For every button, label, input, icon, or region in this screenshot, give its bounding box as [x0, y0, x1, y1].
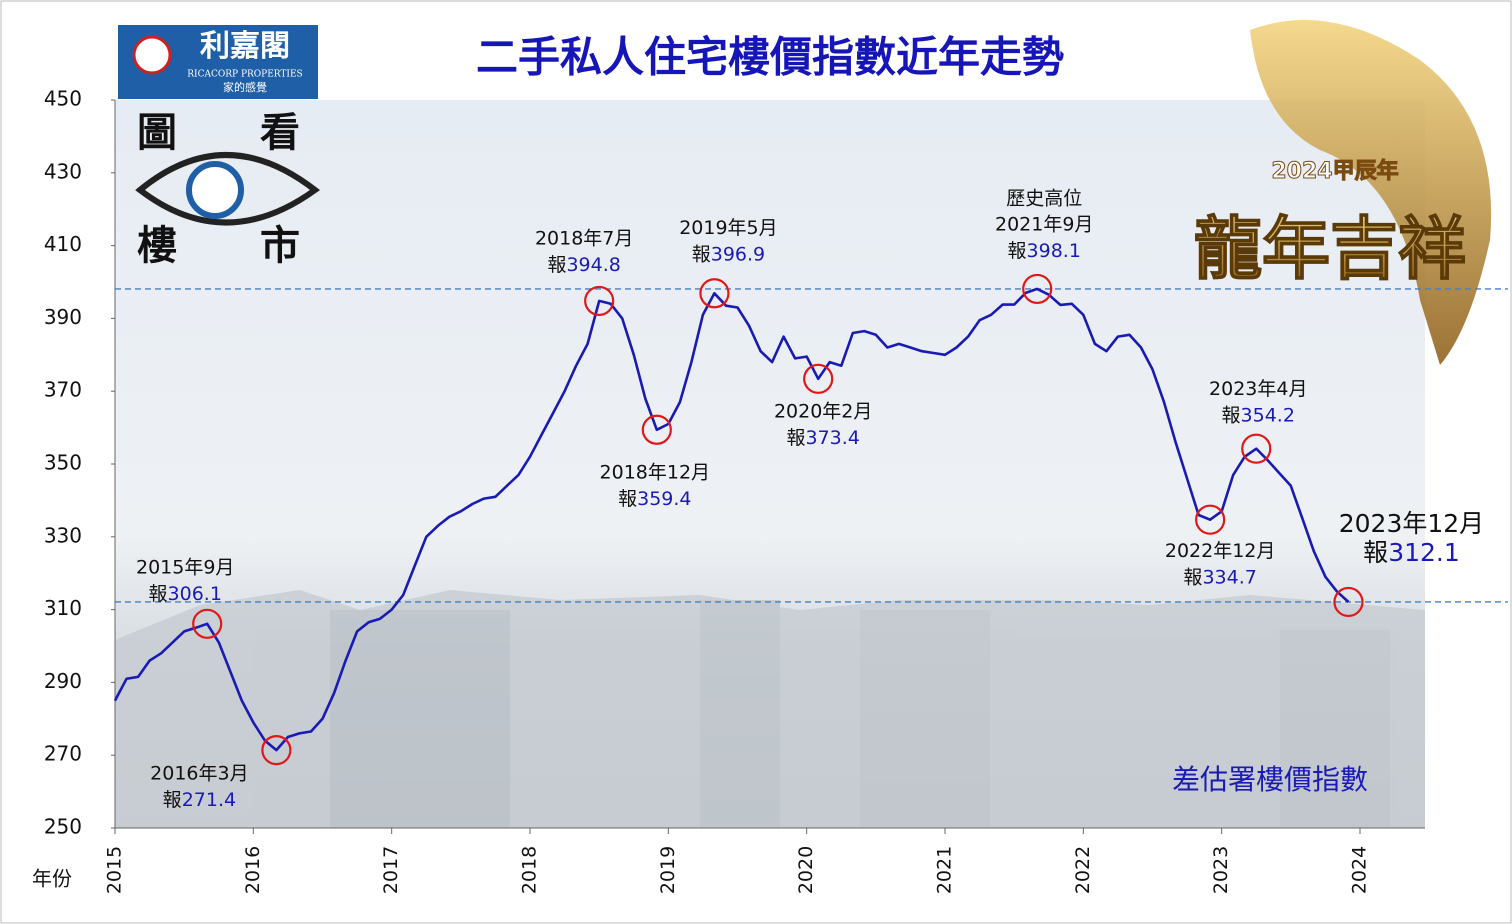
highlight-circle — [1022, 273, 1053, 305]
y-tick-label: 350 — [44, 451, 82, 475]
annotation-value: 報373.4 — [786, 426, 859, 448]
y-tick-label: 450 — [44, 87, 82, 111]
dragon — [1250, 20, 1492, 365]
annotation-value: 報312.1 — [1363, 538, 1460, 567]
annotation-number: 334.7 — [1202, 566, 1256, 588]
annotation-number: 354.2 — [1241, 404, 1295, 426]
annotation-number: 359.4 — [637, 487, 691, 509]
y-tick-label: 330 — [44, 523, 82, 547]
highlight-circle — [1241, 433, 1272, 464]
y-tick-label: 370 — [44, 378, 82, 402]
annotation-value: 報334.7 — [1183, 566, 1256, 588]
y-tick-label: 290 — [44, 669, 82, 693]
logo-name: 利嘉閣 — [200, 29, 290, 64]
x-tick-label: 2017 — [380, 846, 402, 894]
annotation-label: 2019年5月 — [679, 217, 777, 239]
line — [113, 287, 1350, 752]
eye-pupil — [186, 161, 244, 219]
y-tick-label: 250 — [44, 815, 82, 839]
highlight-circle — [803, 363, 834, 394]
badge-char: 市 — [260, 223, 300, 269]
annotation-label: 2023年12月 — [1339, 509, 1484, 538]
annotation-number: 394.8 — [566, 253, 620, 275]
highlight-circle — [261, 735, 292, 766]
x-tick-label: 2023 — [1210, 846, 1232, 894]
banner-year: 2024甲辰年 — [1271, 158, 1398, 184]
x-tick-label: 2021 — [934, 846, 956, 894]
annotation-label: 2018年12月 — [600, 461, 711, 483]
annotation-prefix: 報 — [618, 487, 637, 509]
annotation-prefix: 報 — [1363, 538, 1388, 567]
badge: 圖 看 樓 市 — [135, 110, 321, 269]
highlight-circle — [584, 285, 615, 317]
chart-title: 二手私人住宅樓價指數近年走勢 — [476, 33, 1064, 82]
annotation-number: 271.4 — [182, 789, 236, 811]
x-tick-label: 2019 — [657, 846, 679, 894]
annotation-label: 2022年12月 — [1165, 540, 1276, 562]
x-tick-label: 2018 — [519, 846, 541, 894]
annotation-number: 398.1 — [1027, 239, 1081, 261]
y-tick-label: 310 — [44, 596, 82, 620]
x-tick-label: 2022 — [1072, 846, 1094, 894]
x-tick-label: 2020 — [795, 846, 817, 894]
highlight-circle — [699, 278, 730, 309]
y-tick-label: 430 — [44, 159, 82, 183]
x-tick-label: 2015 — [104, 846, 126, 894]
annotation-label: 2018年7月 — [535, 227, 633, 249]
annotation-value: 報271.4 — [163, 789, 236, 811]
banner-greeting: 龍年吉祥 — [1194, 210, 1466, 290]
badge-char: 看 — [260, 110, 300, 156]
banner: 2024甲辰年 龍年吉祥 — [1193, 20, 1492, 365]
annotation-prefix: 報 — [692, 243, 711, 265]
annotation-label: 2023年4月 — [1209, 378, 1307, 400]
annotation-value: 報359.4 — [618, 487, 691, 509]
annotation-value: 報306.1 — [149, 582, 222, 604]
eye-icon — [135, 152, 321, 226]
annotation-value: 報396.9 — [692, 243, 765, 265]
logo-icon — [132, 35, 172, 75]
annotation-label: 歷史高位 — [1006, 187, 1082, 209]
annotation-number: 306.1 — [168, 582, 222, 604]
annotation-number: 396.9 — [711, 243, 765, 265]
annotation-prefix: 報 — [786, 426, 805, 448]
logo-english: RICACORP PROPERTIES — [187, 70, 302, 80]
badge-char: 樓 — [137, 223, 177, 269]
y-tick-label: 410 — [44, 232, 82, 256]
annotation-prefix: 報 — [1183, 566, 1202, 588]
annotation-label: 2020年2月 — [774, 400, 872, 422]
annotation-label: 2016年3月 — [150, 763, 248, 785]
skyline — [115, 590, 1425, 828]
highlight-circle — [641, 414, 672, 445]
annotation-prefix: 報 — [149, 582, 168, 604]
legend-label: 差估署樓價指數 — [1172, 763, 1368, 796]
highlight-circle — [1195, 504, 1226, 535]
annotation-number: 373.4 — [805, 426, 859, 448]
annotation-label: 2021年9月 — [995, 213, 1093, 235]
badge-char: 圖 — [137, 110, 177, 156]
x-axis-label: 年份 — [32, 867, 72, 891]
annotation-prefix: 報 — [163, 789, 182, 811]
y-tick-label: 270 — [44, 742, 82, 766]
annotation-prefix: 報 — [1222, 404, 1241, 426]
annotation-value: 報354.2 — [1222, 404, 1295, 426]
annotation-value: 報394.8 — [547, 253, 620, 275]
annotation-number: 312.1 — [1388, 538, 1460, 567]
annotation-value: 報398.1 — [1008, 239, 1081, 261]
annotation-prefix: 報 — [547, 253, 566, 275]
annotation-label: 2015年9月 — [136, 556, 234, 578]
highlight-circle — [1333, 586, 1364, 618]
annotation-prefix: 報 — [1008, 239, 1027, 261]
highlight-circle — [192, 608, 223, 639]
x-tick-label: 2024 — [1349, 846, 1371, 894]
logo-slogan: 家的感覺 — [223, 80, 267, 94]
x-tick-label: 2016 — [242, 846, 264, 894]
y-tick-label: 390 — [44, 305, 82, 329]
